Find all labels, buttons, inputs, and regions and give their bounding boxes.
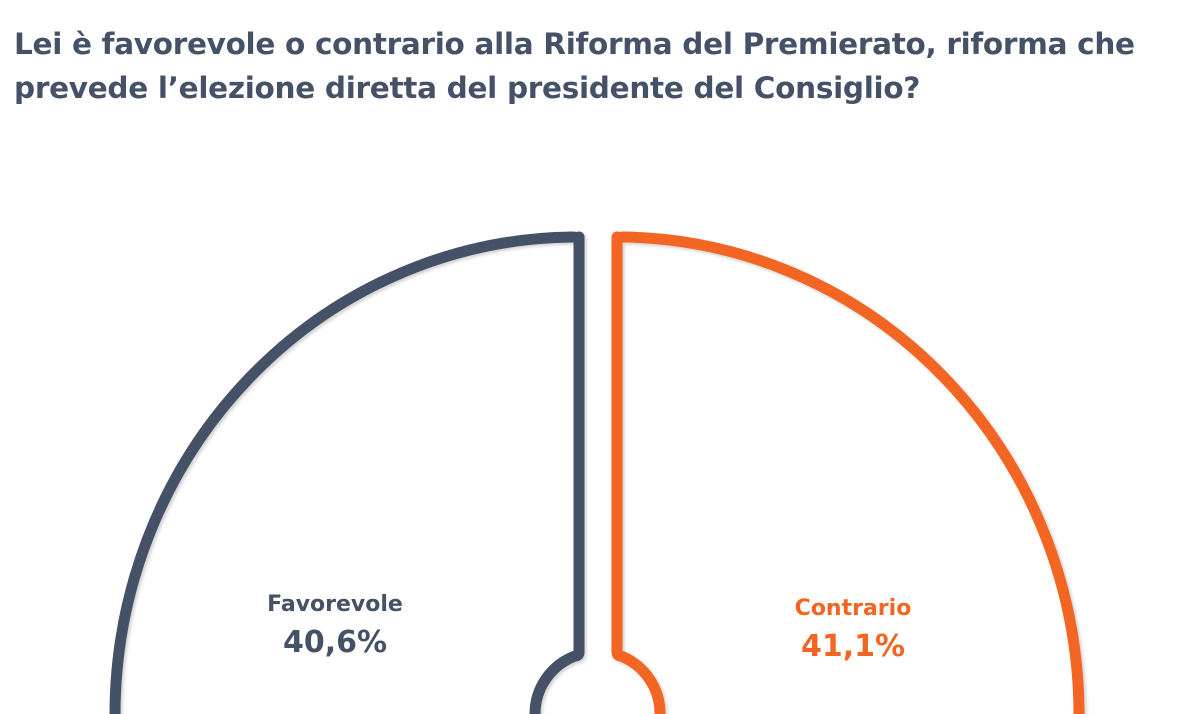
chart-title-line-2: prevede l’elezione diretta del president… bbox=[14, 71, 921, 105]
label-favorevole-name: Favorevole bbox=[267, 592, 403, 617]
label-favorevole: Favorevole 40,6% bbox=[240, 592, 430, 662]
segment-favorevole[interactable] bbox=[109, 231, 585, 714]
segment-contrario[interactable] bbox=[611, 231, 1085, 714]
label-contrario-name: Contrario bbox=[794, 596, 912, 621]
label-favorevole-value: 40,6% bbox=[282, 625, 388, 660]
label-contrario: Contrario 41,1% bbox=[758, 596, 948, 666]
label-contrario-value: 41,1% bbox=[800, 629, 906, 664]
chart-title: Lei è favorevole o contrario alla Riform… bbox=[14, 22, 1194, 110]
chart-title-line-1: Lei è favorevole o contrario alla Riform… bbox=[14, 27, 1135, 61]
